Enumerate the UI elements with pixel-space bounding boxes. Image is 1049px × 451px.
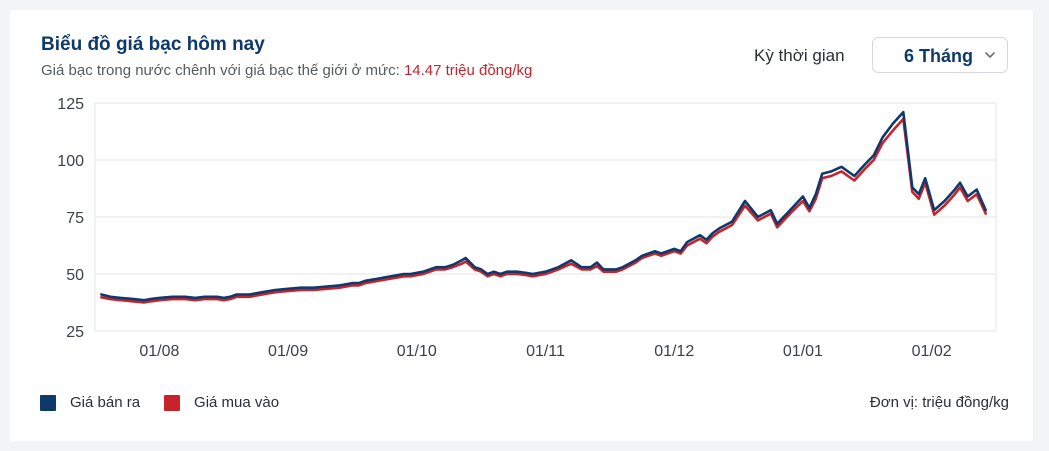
unit-label: Đơn vị: triệu đồng/kg: [869, 394, 1009, 411]
y-tick-label: 100: [57, 153, 84, 170]
legend-swatch-sell: [40, 394, 56, 411]
legend-item-buy[interactable]: Giá mua vào: [164, 394, 279, 411]
y-tick-label: 50: [66, 267, 84, 284]
series-line-sell[interactable]: [100, 110, 987, 302]
chart-legend: Giá bán ra Giá mua vào: [40, 394, 303, 411]
legend-label-sell: Giá bán ra: [70, 394, 141, 411]
series-line-buy[interactable]: [100, 117, 987, 304]
silver-price-card: Biểu đồ giá bạc hôm nay Giá bạc trong nư…: [10, 10, 1033, 441]
y-tick-label: 25: [66, 324, 84, 341]
legend-item-sell[interactable]: Giá bán ra: [40, 394, 140, 411]
x-tick-label: 01/12: [654, 343, 694, 360]
chevron-down-icon: [985, 52, 995, 58]
price-line-chart[interactable]: 25 50 75 100 125 01/08 01/09 01/10 01/11 01/12 01/…: [10, 10, 1033, 441]
x-tick-label: 01/10: [397, 343, 437, 360]
y-tick-label: 75: [66, 210, 84, 227]
y-tick-label: 125: [57, 96, 84, 113]
chart-subtitle: Giá bạc trong nước chênh với giá bạc thế…: [41, 62, 532, 79]
price-difference-value: 14.47 triệu đồng/kg: [403, 62, 533, 79]
period-label: Kỳ thời gian: [754, 46, 845, 65]
x-tick-label: 01/11: [526, 343, 565, 360]
legend-swatch-buy: [164, 394, 181, 411]
subtitle-prefix: Giá bạc trong nước chênh với giá bạc thế…: [41, 62, 404, 79]
x-tick-label: 01/09: [268, 343, 308, 360]
period-select[interactable]: 6 Tháng: [872, 37, 1008, 73]
legend-label-buy: Giá mua vào: [194, 394, 280, 411]
x-tick-label: 01/01: [783, 343, 823, 360]
chart-title: Biểu đồ giá bạc hôm nay: [41, 34, 265, 55]
x-tick-label: 01/08: [139, 343, 179, 360]
x-tick-label: 01/02: [912, 343, 952, 360]
period-select-value: 6 Tháng: [904, 46, 974, 66]
